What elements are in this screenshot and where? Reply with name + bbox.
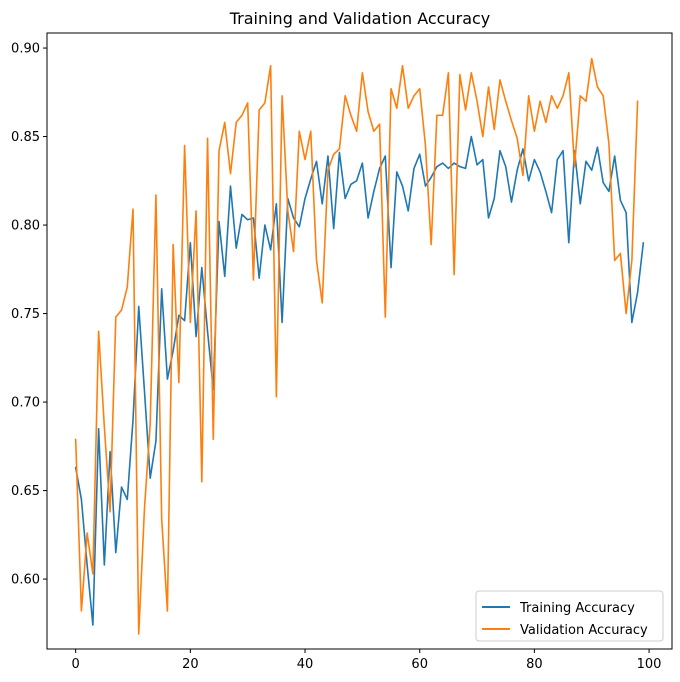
legend-box (475, 590, 664, 642)
x-tick-label: 100 (637, 657, 662, 672)
x-tick-label: 20 (182, 657, 199, 672)
y-tick-label: 0.80 (11, 219, 40, 234)
y-axis: 0.60 0.65 0.70 0.75 0.80 0.85 0.90 (11, 42, 47, 588)
legend-label-training: Training Accuracy (519, 601, 635, 616)
y-tick-label: 0.75 (11, 307, 40, 322)
x-tick-label: 40 (297, 657, 314, 672)
y-tick-label: 0.70 (11, 396, 40, 411)
x-tick-label: 60 (411, 657, 428, 672)
chart-title: Training and Validation Accuracy (229, 9, 491, 28)
series-layer (74, 57, 645, 635)
legend-label-validation: Validation Accuracy (520, 623, 648, 638)
y-tick-label: 0.85 (11, 130, 40, 145)
y-tick-label: 0.60 (11, 573, 40, 588)
x-axis: 0 20 40 60 80 100 (72, 649, 662, 672)
plot-frame (46, 32, 673, 650)
x-tick-label: 80 (526, 657, 543, 672)
y-tick-label: 0.90 (11, 42, 40, 57)
x-tick-label: 0 (72, 657, 80, 672)
series-line-validation (74, 57, 639, 635)
series-line-training (74, 135, 645, 626)
y-tick-label: 0.65 (11, 484, 40, 499)
legend: Training Accuracy Validation Accuracy (475, 590, 664, 642)
